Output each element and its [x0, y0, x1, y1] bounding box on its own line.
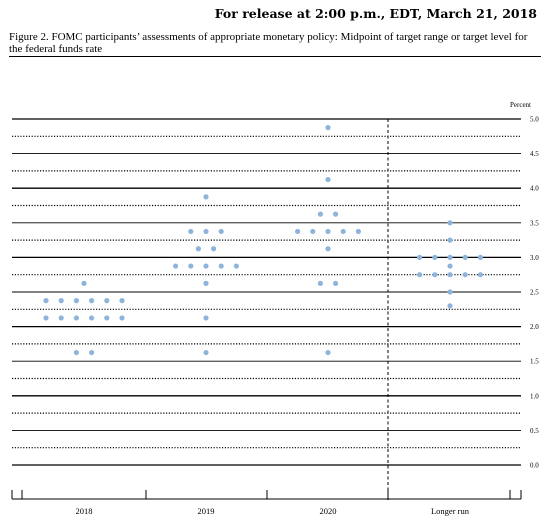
participant-dot: [73, 315, 79, 321]
participant-dot: [188, 263, 194, 269]
participant-dot: [104, 315, 110, 321]
participant-dot: [325, 228, 331, 235]
participant-dot: [340, 228, 346, 235]
participant-dot: [447, 254, 453, 260]
release-header: For release at 2:00 p.m., EDT, March 21,…: [214, 6, 537, 21]
participant-dot: [203, 315, 209, 321]
participant-dot: [81, 280, 87, 286]
participant-dot: [447, 272, 453, 278]
participant-dot: [119, 298, 125, 304]
y-tick-label: 4.5: [530, 150, 539, 158]
y-tick-label: 2.0: [530, 323, 539, 331]
participant-dot: [477, 272, 483, 278]
participant-dot: [333, 211, 339, 217]
participant-dot: [325, 125, 331, 131]
participant-dot: [325, 176, 331, 183]
participant-dot: [173, 263, 179, 269]
y-tick-label: 0.0: [530, 462, 539, 470]
participant-dot: [432, 254, 438, 260]
participant-dot: [188, 228, 194, 235]
participant-dot: [325, 349, 331, 356]
participant-dot: [203, 228, 209, 235]
participant-dot: [325, 246, 331, 252]
participant-dot: [462, 272, 468, 278]
participant-dot: [203, 349, 209, 356]
x-axis: 2018 2019 2020 Longer run: [11, 490, 522, 516]
participant-dot: [58, 315, 64, 321]
participant-dot: [447, 303, 453, 309]
participant-dot: [104, 298, 110, 304]
participant-dot: [43, 298, 49, 304]
participant-dot: [73, 298, 79, 304]
x-tick-label: Longer run: [431, 506, 470, 516]
y-tick-label: 0.5: [530, 427, 539, 435]
y-tick-label: 4.0: [530, 185, 539, 193]
y-tick-label: 5.0: [530, 116, 539, 124]
participant-dot: [295, 228, 301, 235]
participant-dot: [58, 298, 64, 304]
participant-dot: [447, 263, 453, 269]
y-tick-label: 1.5: [530, 358, 539, 366]
participant-dot: [89, 315, 95, 321]
participant-dot: [447, 237, 453, 243]
figure-caption: Figure 2. FOMC participants’ assessments…: [9, 31, 541, 57]
participant-dot: [195, 246, 201, 252]
participant-dot: [89, 349, 95, 356]
participant-dot: [355, 228, 361, 235]
participant-dot: [333, 280, 339, 286]
y-axis-label: Percent: [510, 101, 531, 109]
participant-dot: [233, 263, 239, 269]
y-tick-label: 1.0: [530, 392, 539, 400]
participant-dot: [203, 263, 209, 269]
participant-dot: [211, 246, 217, 252]
participant-dot: [317, 211, 323, 217]
participant-dot: [89, 298, 95, 304]
participant-dot: [317, 280, 323, 286]
participant-dot: [218, 263, 224, 269]
participant-dot: [119, 315, 125, 321]
participant-dot: [447, 289, 453, 295]
participant-dot: [447, 220, 453, 226]
participant-dot: [417, 272, 423, 278]
y-tick-label: 2.5: [530, 289, 539, 297]
participant-dot: [462, 254, 468, 260]
participant-dot: [203, 194, 209, 200]
participant-dot: [218, 228, 224, 235]
participant-dot: [73, 349, 79, 356]
participant-dot: [203, 280, 209, 286]
participant-dot: [310, 228, 316, 235]
participant-dot: [417, 254, 423, 260]
y-tick-label: 3.0: [530, 254, 539, 262]
participant-dot: [43, 315, 49, 321]
participant-dot: [477, 254, 483, 260]
x-tick-label: 2020: [320, 506, 337, 516]
participant-dot: [432, 272, 438, 278]
grid-lines: [12, 118, 521, 466]
y-tick-labels: 0.0 0.5 1.0 1.5 2.0 2.5 3.0 3.5 4.0 4.5 5.0: [530, 116, 539, 470]
x-tick-label: 2018: [76, 506, 93, 516]
y-tick-label: 3.5: [530, 219, 539, 227]
x-tick-label: 2019: [198, 506, 215, 516]
participant-dots: [43, 125, 483, 356]
